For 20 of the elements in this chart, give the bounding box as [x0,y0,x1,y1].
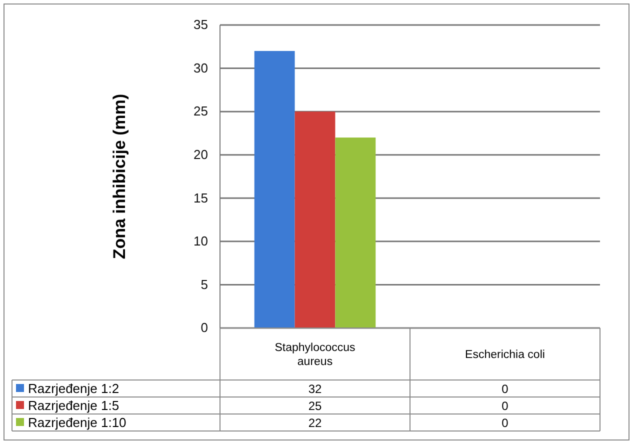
y-tick-label: 10 [194,234,208,249]
data-label: 25 [308,399,322,413]
legend-label: Razrjeđenje 1:5 [28,398,120,413]
y-tick-label: 30 [194,60,208,76]
y-tick-label: 20 [194,147,208,162]
y-tick-label: 15 [194,190,208,206]
x-tick-label: Escherichia coli [465,349,545,361]
x-tick-label: Staphylococcus aureus [274,342,356,368]
y-tick-label: 35 [194,17,208,32]
data-label: 0 [502,382,509,396]
data-label: 32 [308,382,322,396]
legend-label: Razrjeđenje 1:2 [28,381,120,396]
data-label: 0 [502,399,509,413]
y-tick-label: 25 [194,104,208,119]
y-axis-title: Zona inhibicije (mm) [110,94,129,260]
data-label: 0 [502,416,509,430]
y-tick-label: 0 [200,320,208,336]
y-tick-label: 5 [200,276,208,292]
data-label: 22 [308,416,322,430]
legend-label: Razrjeđenje 1:10 [28,415,126,430]
